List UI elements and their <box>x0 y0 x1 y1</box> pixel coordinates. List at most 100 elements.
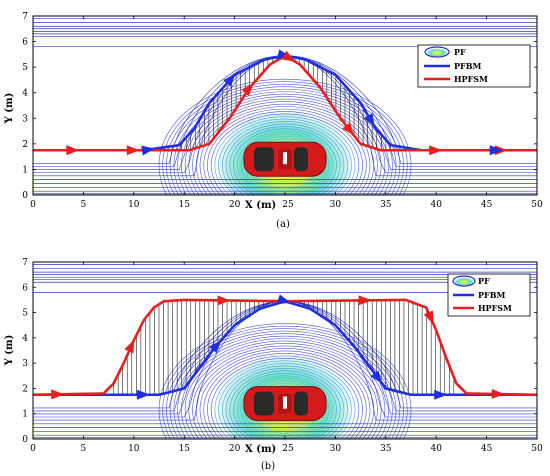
field-contour <box>192 101 378 195</box>
legend-pf-label: PF <box>454 47 466 57</box>
x-tick-label: 10 <box>128 200 140 210</box>
field-contour <box>218 363 352 439</box>
legend-a: PF PFBM HPFSM <box>417 44 531 88</box>
hpfsm-direction-arrow <box>281 50 296 62</box>
y-tick-label: 3 <box>22 114 28 124</box>
y-axis-label-b: Y (m) <box>4 335 15 367</box>
x-tick-label: 5 <box>81 444 87 454</box>
legend-pfbm-label: PFBM <box>454 61 481 71</box>
y-tick-label: 4 <box>22 89 28 99</box>
field-contour <box>188 343 382 439</box>
hpfsm-direction-arrow <box>358 295 372 306</box>
x-axis-label-b: X (m) <box>245 444 276 455</box>
x-tick-label: 25 <box>282 444 294 454</box>
pfbm-direction-arrow <box>141 145 155 156</box>
x-tick-label: 35 <box>380 444 392 454</box>
pfbm-direction-arrow <box>489 145 503 156</box>
y-tick-label: 4 <box>22 334 28 344</box>
x-tick-label: 0 <box>30 444 36 454</box>
legend-hpfsm-label: HPFSM <box>478 303 512 313</box>
hpfsm-direction-arrow <box>66 145 80 156</box>
x-axis-label-a: X (m) <box>245 200 276 211</box>
field-contour <box>169 86 401 195</box>
x-tick-label: 15 <box>178 444 190 454</box>
hpfsm-direction-arrow <box>124 339 135 354</box>
field-contour <box>184 340 386 439</box>
field-contour <box>177 335 393 439</box>
field-contour <box>233 128 337 195</box>
x-tick-label: 15 <box>178 200 190 210</box>
legend-pf-label: PF <box>478 276 490 286</box>
field-contour <box>166 328 404 439</box>
obstacle-car-a <box>243 141 327 177</box>
car-windshield <box>294 391 308 416</box>
field-contour <box>181 338 389 439</box>
y-tick-label: 7 <box>22 258 28 268</box>
y-tick-label: 0 <box>22 191 28 201</box>
field-contour <box>222 121 348 195</box>
field-contour <box>162 325 408 439</box>
y-tick-label: 6 <box>22 283 28 293</box>
field-contour <box>240 377 330 439</box>
y-tick-label: 1 <box>22 165 28 175</box>
y-tick-label: 5 <box>22 309 28 319</box>
field-contour <box>229 126 341 195</box>
field-contour <box>236 375 334 439</box>
field-contour <box>214 116 356 195</box>
y-tick-label: 2 <box>22 384 28 394</box>
field-contour <box>188 98 382 195</box>
x-tick-label: 45 <box>481 444 493 454</box>
legend-hpfsm-label: HPFSM <box>454 74 488 84</box>
y-tick-label: 5 <box>22 63 28 73</box>
field-contour <box>229 370 341 439</box>
legend-pf-swatch <box>424 46 450 58</box>
y-tick-label: 2 <box>22 140 28 150</box>
field-contour <box>177 91 393 195</box>
x-tick-label: 10 <box>128 444 140 454</box>
y-tick-label: 3 <box>22 359 28 369</box>
field-contour <box>173 88 397 195</box>
x-tick-label: 0 <box>30 200 36 210</box>
car-stripe <box>283 152 287 165</box>
hpfsm-direction-arrow <box>342 122 355 136</box>
field-contour <box>181 93 389 195</box>
field-contour <box>222 365 348 439</box>
field-contour <box>184 96 386 195</box>
legend-pf-swatch <box>452 275 476 287</box>
field-contour <box>225 123 345 195</box>
field-contour <box>218 118 352 195</box>
car-rear-window <box>254 147 274 172</box>
field-contour <box>214 360 356 439</box>
x-tick-label: 20 <box>229 200 241 210</box>
legend-pfbm-label: PFBM <box>478 290 505 300</box>
field-contour <box>203 108 367 195</box>
pfbm-direction-arrow <box>370 370 383 384</box>
field-contour <box>199 350 371 439</box>
car-windshield <box>294 147 308 172</box>
field-contour <box>162 81 408 195</box>
hpfsm-direction-arrow <box>126 145 140 156</box>
x-tick-label: 50 <box>531 444 543 454</box>
field-contour <box>225 368 345 439</box>
pfbm-direction-arrow <box>223 73 236 87</box>
x-tick-label: 30 <box>330 444 342 454</box>
field-contour <box>233 372 337 439</box>
y-tick-label: 1 <box>22 410 28 420</box>
field-contour <box>210 113 360 195</box>
pfbm-direction-arrow <box>136 389 150 400</box>
field-contour <box>169 330 401 439</box>
y-tick-label: 6 <box>22 38 28 48</box>
field-contour <box>192 345 378 439</box>
x-tick-label: 40 <box>430 444 442 454</box>
pfbm-direction-arrow <box>363 113 375 127</box>
field-contour <box>203 353 367 439</box>
hpfsm-direction-arrow <box>423 310 434 325</box>
x-tick-label: 50 <box>531 200 543 210</box>
x-tick-label: 45 <box>481 200 493 210</box>
y-tick-label: 7 <box>22 12 28 22</box>
field-contour <box>210 358 360 439</box>
car-stripe <box>283 396 287 409</box>
